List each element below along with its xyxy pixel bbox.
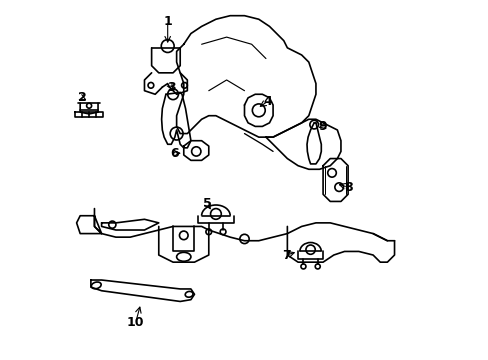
Text: 8: 8	[343, 181, 352, 194]
Text: 10: 10	[126, 316, 144, 329]
Text: 6: 6	[170, 147, 179, 160]
Text: 7: 7	[282, 248, 290, 261]
Text: 3: 3	[166, 81, 175, 94]
Text: 9: 9	[318, 120, 327, 133]
Text: 2: 2	[78, 91, 86, 104]
Text: 5: 5	[202, 197, 211, 210]
Text: 1: 1	[163, 14, 172, 27]
Text: 4: 4	[263, 95, 271, 108]
